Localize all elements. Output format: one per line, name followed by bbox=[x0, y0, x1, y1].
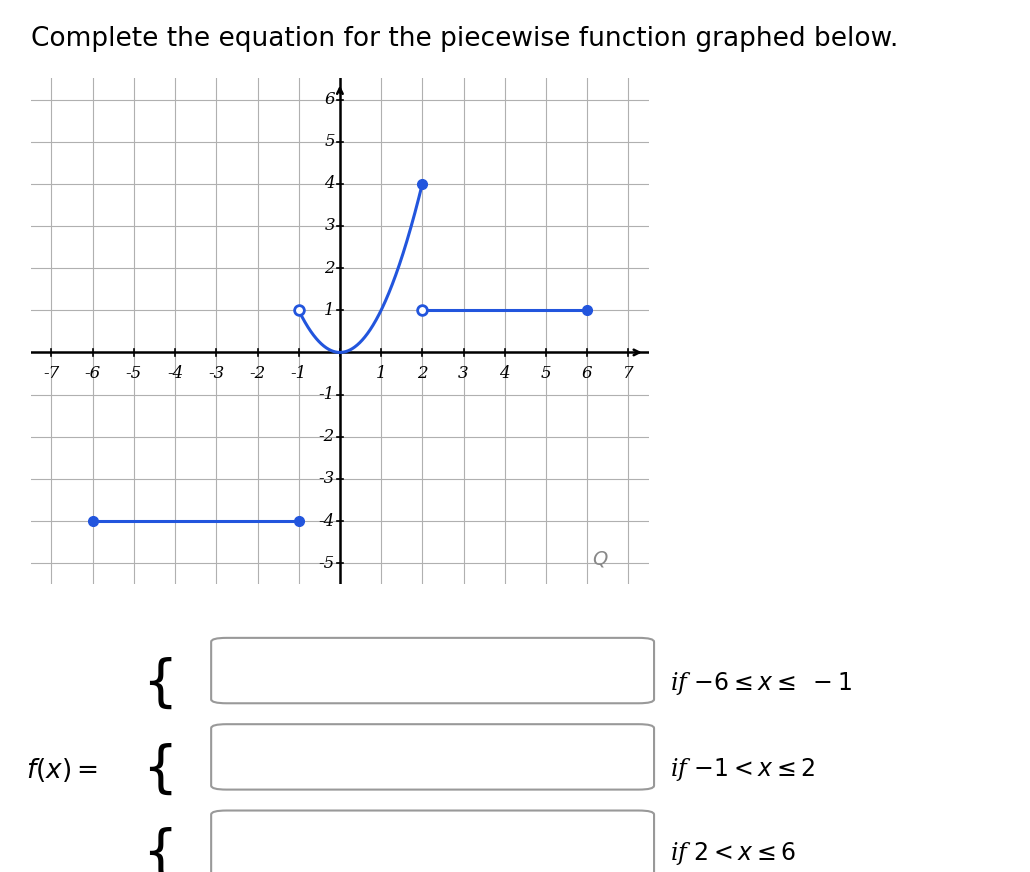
FancyBboxPatch shape bbox=[211, 638, 654, 703]
Text: 1: 1 bbox=[324, 302, 335, 319]
Text: 1: 1 bbox=[376, 365, 386, 382]
Text: 7: 7 bbox=[623, 365, 633, 382]
Text: 5: 5 bbox=[541, 365, 551, 382]
Text: 4: 4 bbox=[500, 365, 510, 382]
Text: if $-6 \leq x \leq\ -1$: if $-6 \leq x \leq\ -1$ bbox=[670, 671, 852, 697]
Text: -2: -2 bbox=[318, 428, 335, 446]
Text: -1: -1 bbox=[318, 386, 335, 403]
Text: -4: -4 bbox=[167, 365, 183, 382]
Text: 3: 3 bbox=[458, 365, 469, 382]
Text: $f(x) =$: $f(x) =$ bbox=[26, 756, 98, 784]
FancyBboxPatch shape bbox=[211, 811, 654, 872]
Text: {: { bbox=[142, 743, 177, 797]
Text: -1: -1 bbox=[290, 365, 307, 382]
Text: if $-1 < x \leq 2$: if $-1 < x \leq 2$ bbox=[670, 757, 815, 783]
Text: -6: -6 bbox=[84, 365, 101, 382]
Text: -3: -3 bbox=[318, 470, 335, 487]
Text: if $2 < x \leq 6$: if $2 < x \leq 6$ bbox=[670, 841, 796, 867]
Text: Q: Q bbox=[592, 549, 607, 569]
Text: 2: 2 bbox=[417, 365, 427, 382]
Text: 6: 6 bbox=[582, 365, 592, 382]
Text: 5: 5 bbox=[324, 133, 335, 150]
Text: -5: -5 bbox=[126, 365, 142, 382]
Text: 3: 3 bbox=[324, 217, 335, 235]
Text: 4: 4 bbox=[324, 175, 335, 193]
FancyBboxPatch shape bbox=[211, 724, 654, 790]
Text: -4: -4 bbox=[318, 513, 335, 529]
Text: -2: -2 bbox=[249, 365, 266, 382]
Text: -3: -3 bbox=[208, 365, 225, 382]
Text: {: { bbox=[142, 657, 177, 711]
Text: Complete the equation for the piecewise function graphed below.: Complete the equation for the piecewise … bbox=[31, 26, 898, 52]
Text: 2: 2 bbox=[324, 260, 335, 276]
Text: 6: 6 bbox=[324, 91, 335, 108]
Text: -7: -7 bbox=[43, 365, 60, 382]
Text: {: { bbox=[142, 827, 177, 872]
Text: -5: -5 bbox=[318, 555, 335, 572]
